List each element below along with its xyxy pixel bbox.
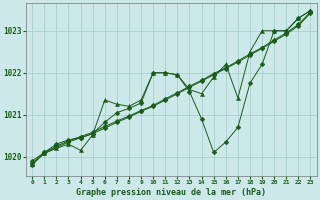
- X-axis label: Graphe pression niveau de la mer (hPa): Graphe pression niveau de la mer (hPa): [76, 188, 266, 197]
